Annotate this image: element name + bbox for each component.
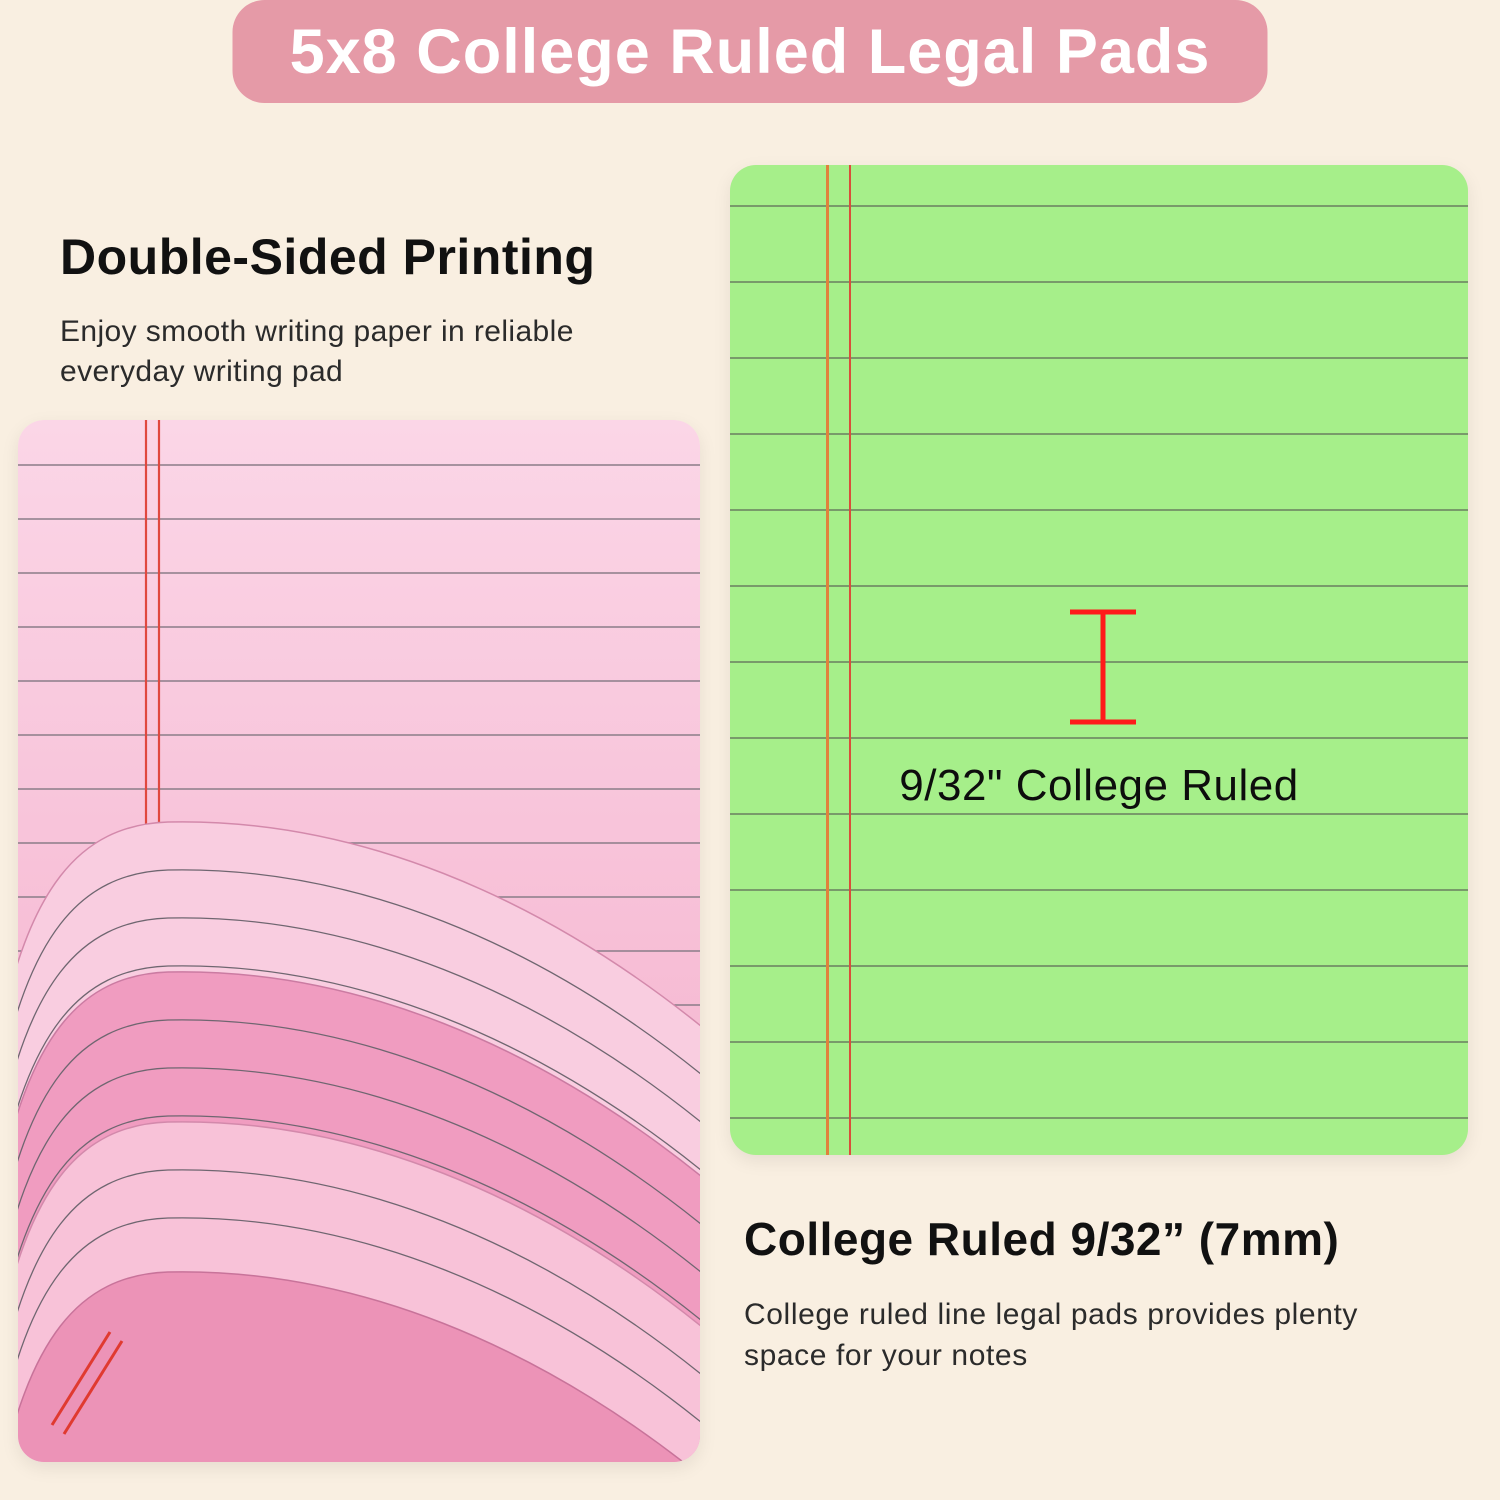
pink-legal-pad-image — [18, 420, 700, 1462]
green-legal-pad-image: 9/32" College Ruled — [730, 165, 1468, 1155]
header-banner: 5x8 College Ruled Legal Pads — [232, 0, 1268, 103]
double-sided-heading: Double-Sided Printing — [60, 229, 596, 285]
line-spacing-indicator-icon — [1070, 609, 1136, 725]
college-ruled-heading: College Ruled 9/32” (7mm) — [744, 1213, 1340, 1265]
green-pad-margin-line-orange — [826, 165, 829, 1155]
green-pad-margin-line-red — [849, 165, 851, 1155]
pink-pad-illustration — [18, 420, 700, 1462]
page-title: 5x8 College Ruled Legal Pads — [289, 16, 1211, 87]
ruling-label: 9/32" College Ruled — [899, 761, 1299, 810]
double-sided-section: Double-Sided Printing Enjoy smooth writi… — [60, 228, 660, 391]
double-sided-body: Enjoy smooth writing paper in reliable e… — [60, 315, 574, 388]
college-ruled-section: College Ruled 9/32” (7mm) College ruled … — [744, 1212, 1454, 1377]
pink-pad-bottom-margin-line — [50, 1331, 124, 1435]
college-ruled-body: College ruled line legal pads provides p… — [744, 1298, 1359, 1373]
